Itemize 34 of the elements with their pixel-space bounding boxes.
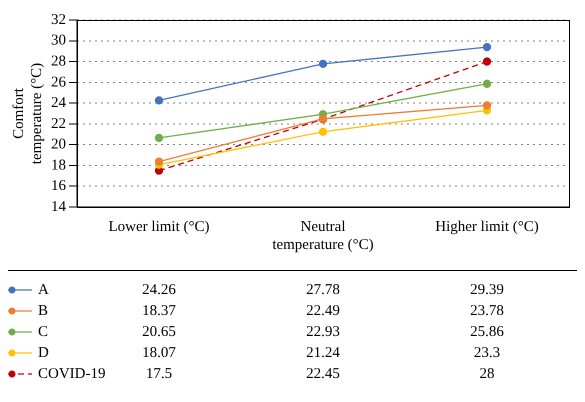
data-label: 17.5 xyxy=(146,366,172,382)
legend-label: A xyxy=(38,282,49,298)
data-label: 27.78 xyxy=(306,282,340,298)
data-label: 29.39 xyxy=(470,282,504,298)
data-label: 22.49 xyxy=(306,302,340,319)
y-tick-label: 30 xyxy=(51,32,66,49)
y-tick-label: 24 xyxy=(51,95,66,112)
data-label: 21.24 xyxy=(306,344,340,361)
data-label: 18.07 xyxy=(142,344,176,361)
data-label: 23.3 xyxy=(474,344,500,361)
y-tick-label: 18 xyxy=(51,157,66,174)
y-tick-label: 26 xyxy=(51,74,66,90)
y-tick-label: 22 xyxy=(51,116,66,132)
x-tick-label: Lower limit (°C) xyxy=(108,218,210,235)
legend-label: D xyxy=(38,344,49,361)
data-label: 20.65 xyxy=(142,324,176,340)
legend-label: COVID-19 xyxy=(38,366,106,382)
data-label: 18.37 xyxy=(142,302,176,319)
data-label: 25.86 xyxy=(470,324,504,340)
y-tick-label: 28 xyxy=(51,53,66,70)
y-tick-label: 16 xyxy=(51,178,66,194)
data-label: 22.45 xyxy=(306,366,340,382)
x-tick-label: Neutral temperature (°C) xyxy=(272,218,374,253)
y-tick-label: 20 xyxy=(51,136,66,153)
legend-label: B xyxy=(38,302,48,319)
data-label: 24.26 xyxy=(142,282,176,298)
data-label: 23.78 xyxy=(470,302,504,319)
x-tick-label: Higher limit (°C) xyxy=(435,218,539,235)
y-tick-label: 14 xyxy=(51,198,66,215)
y-axis-title: Comfort temperature (°C) xyxy=(10,62,45,164)
legend-label: C xyxy=(38,324,48,340)
data-label: 28 xyxy=(480,366,494,382)
data-label: 22.93 xyxy=(306,324,340,340)
y-tick-label: 32 xyxy=(51,12,66,28)
